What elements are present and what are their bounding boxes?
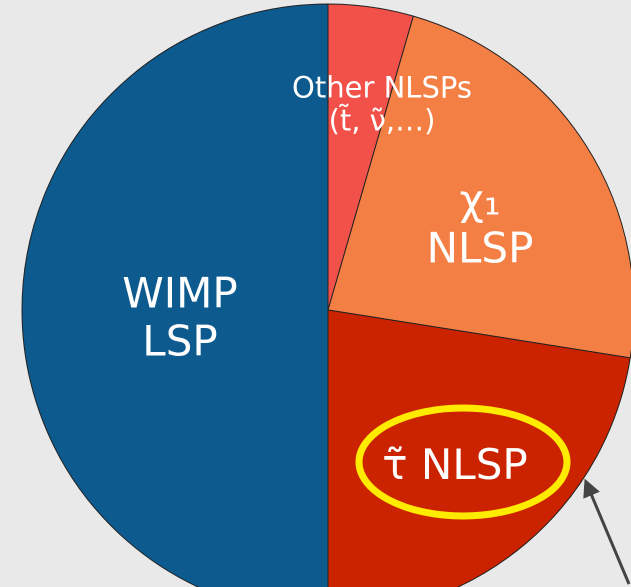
slice-label: τ̃ NLSP (382, 439, 528, 489)
slice-label: χ₁ NLSP (426, 175, 534, 273)
slices (21, 3, 631, 587)
highlight-ellipse (355, 404, 571, 520)
slice-label: Other NLSPs (t̃, ν̃,…) (292, 70, 472, 138)
slice-label: WIMP LSP (122, 268, 238, 366)
arrow (583, 478, 631, 585)
slice (327, 309, 631, 587)
slice (21, 3, 329, 587)
slice (327, 15, 631, 359)
